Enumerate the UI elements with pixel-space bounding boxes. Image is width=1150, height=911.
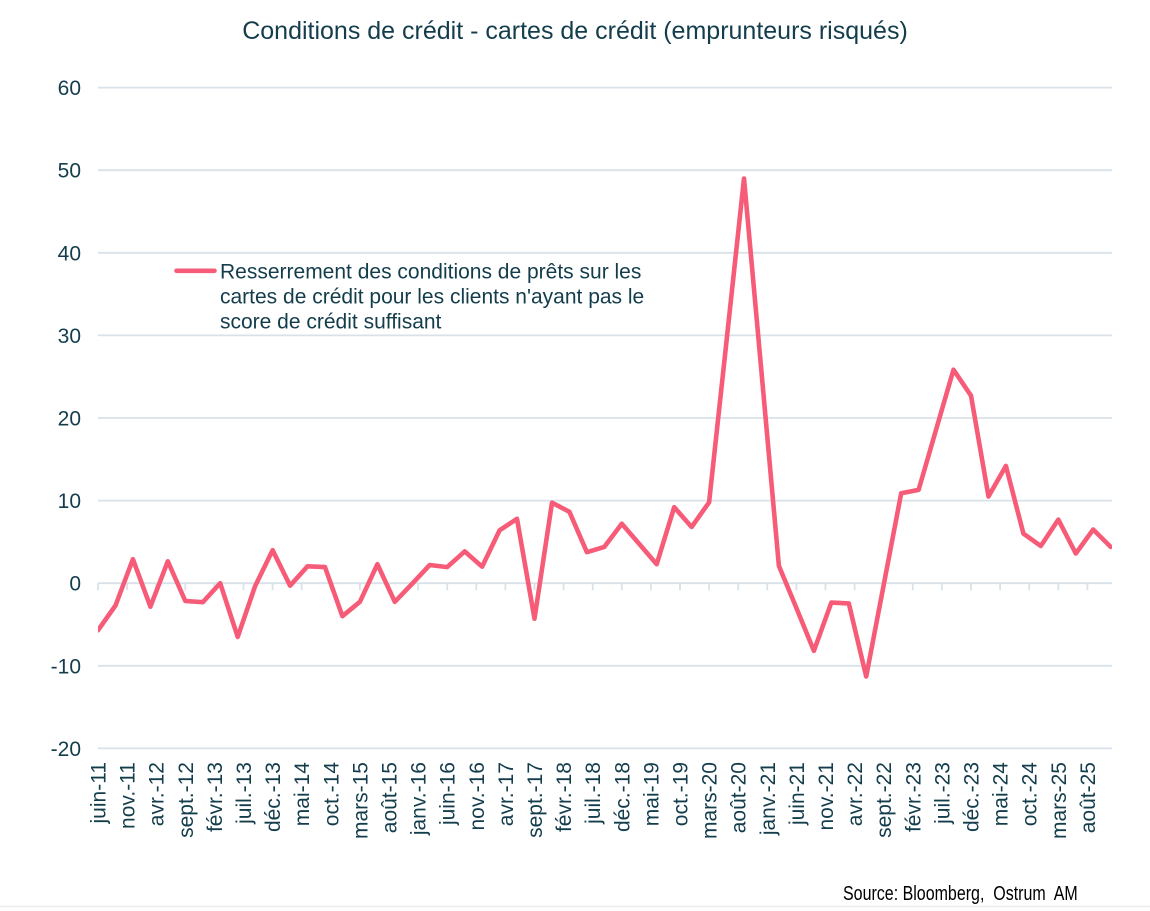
svg-text:Source: Bloomberg, Ostrum AM: Source: Bloomberg, Ostrum AM bbox=[843, 882, 1078, 904]
svg-text:févr.-18: févr.-18 bbox=[553, 762, 576, 832]
svg-text:déc.-13: déc.-13 bbox=[262, 762, 285, 832]
svg-text:40: 40 bbox=[58, 242, 81, 265]
svg-text:20: 20 bbox=[58, 408, 81, 431]
svg-text:déc.-18: déc.-18 bbox=[611, 762, 634, 832]
svg-text:sept.-17: sept.-17 bbox=[524, 762, 547, 838]
svg-text:mai-19: mai-19 bbox=[640, 762, 663, 826]
svg-text:août-25: août-25 bbox=[1077, 762, 1100, 833]
svg-text:avr.-12: avr.-12 bbox=[146, 762, 169, 826]
svg-text:juin-16: juin-16 bbox=[437, 762, 460, 826]
svg-text:10: 10 bbox=[58, 490, 81, 513]
svg-text:mars-25: mars-25 bbox=[1048, 762, 1071, 839]
svg-text:0: 0 bbox=[69, 573, 81, 596]
svg-text:nov.-21: nov.-21 bbox=[815, 762, 838, 831]
svg-text:juil.-18: juil.-18 bbox=[582, 762, 605, 825]
svg-text:nov.-16: nov.-16 bbox=[466, 762, 489, 831]
svg-text:févr.-13: févr.-13 bbox=[204, 762, 227, 832]
svg-text:juin-21: juin-21 bbox=[786, 762, 809, 826]
svg-text:50: 50 bbox=[58, 160, 81, 183]
svg-text:août-15: août-15 bbox=[379, 762, 402, 833]
svg-text:sept.-22: sept.-22 bbox=[873, 762, 896, 838]
svg-text:mars-15: mars-15 bbox=[349, 762, 372, 839]
svg-text:nov.-11: nov.-11 bbox=[117, 762, 140, 829]
svg-text:janv.-16: janv.-16 bbox=[408, 762, 431, 836]
svg-text:score de crédit suffisant: score de crédit suffisant bbox=[220, 311, 442, 334]
svg-text:oct.-14: oct.-14 bbox=[320, 762, 343, 827]
svg-text:oct.-19: oct.-19 bbox=[670, 762, 693, 826]
svg-text:60: 60 bbox=[58, 77, 81, 100]
svg-text:févr.-23: févr.-23 bbox=[902, 762, 925, 832]
svg-text:avr.-17: avr.-17 bbox=[495, 762, 518, 826]
svg-text:-20: -20 bbox=[51, 738, 81, 761]
svg-text:mars-20: mars-20 bbox=[699, 762, 722, 839]
svg-text:juil.-13: juil.-13 bbox=[233, 762, 256, 825]
svg-text:août-20: août-20 bbox=[728, 762, 751, 833]
svg-text:juin-11: juin-11 bbox=[88, 762, 111, 824]
svg-text:30: 30 bbox=[58, 325, 81, 348]
svg-text:mai-14: mai-14 bbox=[291, 762, 314, 827]
svg-text:cartes de crédit pour les clie: cartes de crédit pour les clients n'ayan… bbox=[220, 286, 644, 309]
svg-text:déc.-23: déc.-23 bbox=[961, 762, 984, 832]
svg-text:juil.-23: juil.-23 bbox=[931, 762, 954, 825]
svg-text:sept.-12: sept.-12 bbox=[175, 762, 198, 838]
svg-text:janv.-21: janv.-21 bbox=[757, 762, 780, 836]
svg-text:avr.-22: avr.-22 bbox=[844, 762, 867, 826]
svg-text:oct.-24: oct.-24 bbox=[1019, 762, 1042, 827]
svg-text:-10: -10 bbox=[51, 655, 81, 678]
svg-text:mai-24: mai-24 bbox=[990, 762, 1013, 827]
svg-text:Resserrement des conditions de: Resserrement des conditions de prêts sur… bbox=[220, 260, 641, 283]
svg-text:Conditions de crédit - cartes: Conditions de crédit - cartes de crédit … bbox=[242, 17, 908, 45]
